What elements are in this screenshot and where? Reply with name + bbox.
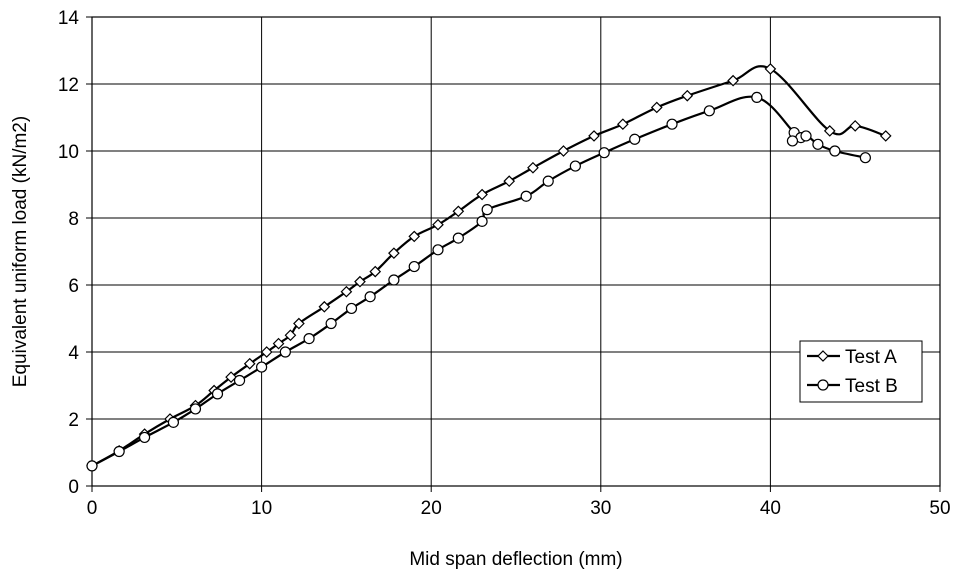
grid — [92, 17, 940, 486]
series-2-point — [800, 130, 812, 142]
series-2-point — [432, 244, 444, 256]
series-2-point — [325, 317, 337, 330]
x-tick-label: 30 — [590, 498, 611, 519]
x-tick-label: 40 — [760, 498, 781, 519]
series-1-point — [272, 337, 285, 350]
y-axis-title: Equivalent uniform load (kN/m2) — [10, 116, 31, 387]
series-1-point — [243, 357, 256, 370]
series-1-point — [260, 346, 273, 358]
series-1-point — [225, 371, 237, 383]
y-tick-label: 2 — [68, 410, 79, 431]
series-2-point — [86, 460, 98, 472]
x-tick-label: 10 — [251, 498, 272, 519]
series-2-point — [542, 175, 554, 187]
y-tick-label: 6 — [68, 276, 79, 297]
series-1-point — [284, 329, 297, 342]
series-1-point — [408, 230, 421, 243]
series-2-point — [481, 204, 493, 216]
series-2-point — [138, 431, 151, 444]
y-tick-label: 12 — [58, 75, 79, 96]
axis-ticks: 0 10 20 30 40 50 0 2 4 6 8 10 12 14 — [58, 8, 951, 519]
series-2-point — [408, 260, 420, 273]
series-1-point — [727, 74, 739, 87]
legend: Test A Test B — [799, 340, 923, 403]
y-tick-label: 8 — [68, 209, 79, 230]
series-2-point — [211, 388, 224, 400]
series-1-line — [91, 65, 887, 467]
series-1-point — [476, 188, 488, 201]
series-2-point — [829, 145, 841, 157]
legend-item-2: Test B — [807, 376, 898, 397]
series-2-point — [256, 361, 268, 373]
series-1-point — [340, 285, 353, 298]
series-2-point — [345, 302, 358, 315]
series-2-point — [476, 215, 488, 227]
x-tick-label: 0 — [87, 498, 98, 519]
series-1-point — [432, 218, 444, 231]
series-1-point — [557, 145, 570, 157]
series-1-point — [503, 175, 516, 187]
series-2 — [86, 91, 871, 472]
y-tick-label: 0 — [68, 477, 79, 498]
y-tick-label: 10 — [58, 142, 79, 163]
series-2-point — [666, 118, 678, 130]
series-2-point — [303, 333, 315, 345]
plot-frame — [91, 16, 941, 487]
series-2-point — [364, 291, 376, 303]
x-tick-label: 20 — [421, 498, 442, 519]
series-1-point — [588, 130, 600, 142]
series-2-point — [569, 160, 581, 172]
series-2-point — [812, 138, 824, 150]
series-layer — [86, 63, 892, 472]
legend-label: Test A — [845, 347, 897, 368]
series-1-point — [452, 205, 465, 218]
series-1-point — [354, 275, 366, 288]
series-2-point — [703, 105, 715, 117]
series-2-point — [113, 445, 125, 458]
legend-marker — [817, 379, 829, 391]
series-1-point — [318, 300, 331, 313]
series-2-point — [189, 403, 202, 415]
series-2-point — [520, 190, 532, 202]
series-2-point — [452, 232, 464, 244]
series-2-point — [279, 346, 291, 358]
y-tick-label: 14 — [58, 8, 80, 29]
series-1-point — [293, 317, 305, 330]
x-axis-title: Mid span deflection (mm) — [409, 549, 622, 570]
y-tick-label: 4 — [68, 343, 79, 364]
series-2-point — [167, 416, 180, 428]
series-2-point — [751, 91, 763, 104]
x-tick-label: 50 — [929, 498, 950, 519]
series-2-point — [859, 152, 871, 164]
series-1-point — [388, 247, 400, 260]
series-2-point — [598, 147, 610, 159]
legend-item-1: Test A — [807, 347, 897, 368]
series-1-point — [764, 63, 777, 75]
series-1-point — [879, 130, 892, 142]
series-1-point — [616, 118, 629, 131]
series-1-point — [681, 89, 694, 102]
series-1-point — [849, 120, 862, 132]
series-2-line — [91, 95, 866, 467]
series-1-point — [823, 125, 836, 137]
series-2-point — [786, 135, 799, 147]
series-2-point — [629, 133, 641, 145]
series-1-point — [369, 265, 382, 278]
series-2-point — [388, 274, 400, 286]
series-1-point — [650, 101, 663, 114]
legend-label: Test B — [845, 376, 898, 397]
series-1-point — [527, 161, 539, 174]
legend-marker — [817, 350, 829, 362]
series-2-point — [233, 374, 246, 387]
legend-box — [799, 340, 923, 403]
series-1 — [86, 63, 892, 472]
